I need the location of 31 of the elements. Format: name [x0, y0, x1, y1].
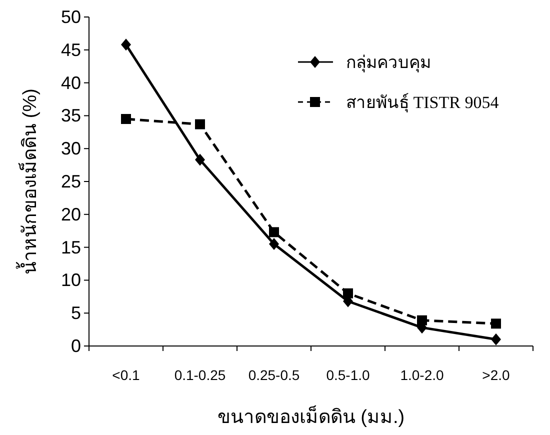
point	[491, 318, 501, 329]
y-tick-label: 0	[70, 336, 81, 356]
x-tick-label: 0.25-0.5	[248, 367, 300, 383]
legend-label: สายพันธุ์ TISTR 9054	[346, 93, 500, 113]
y-tick-label: 10	[60, 270, 81, 290]
y-tick-label: 45	[60, 40, 81, 60]
y-axis-title: น้ำหนักของเม็ดดิน (%)	[16, 88, 41, 274]
point	[269, 227, 279, 238]
y-tick-label: 20	[60, 204, 81, 224]
x-tick-label: 1.0-2.0	[400, 367, 444, 383]
x-tick-label: <0.1	[112, 367, 140, 383]
y-tick-label: 30	[60, 138, 81, 159]
y-tick-label: 25	[60, 172, 81, 192]
y-tick-label: 35	[60, 106, 81, 126]
x-tick-label: 0.5-1.0	[326, 367, 370, 383]
y-tick-label: 15	[60, 237, 81, 258]
y-tick-label: 40	[60, 72, 81, 93]
point	[491, 333, 501, 346]
point	[121, 38, 131, 51]
point	[269, 238, 279, 250]
point	[343, 288, 353, 298]
point	[121, 114, 131, 124]
y-tick-label: 50	[60, 7, 81, 27]
legend-label: กลุ่มควบคุม	[346, 53, 431, 73]
point	[195, 154, 205, 166]
point	[417, 315, 427, 326]
y-tick-label: 5	[70, 303, 81, 324]
point	[195, 119, 205, 130]
x-tick-label: >2.0	[482, 367, 510, 383]
x-axis-title: ขนาดของเม็ดดิน (มม.)	[217, 404, 405, 428]
x-tick-label: 0.1-0.25	[174, 367, 226, 383]
